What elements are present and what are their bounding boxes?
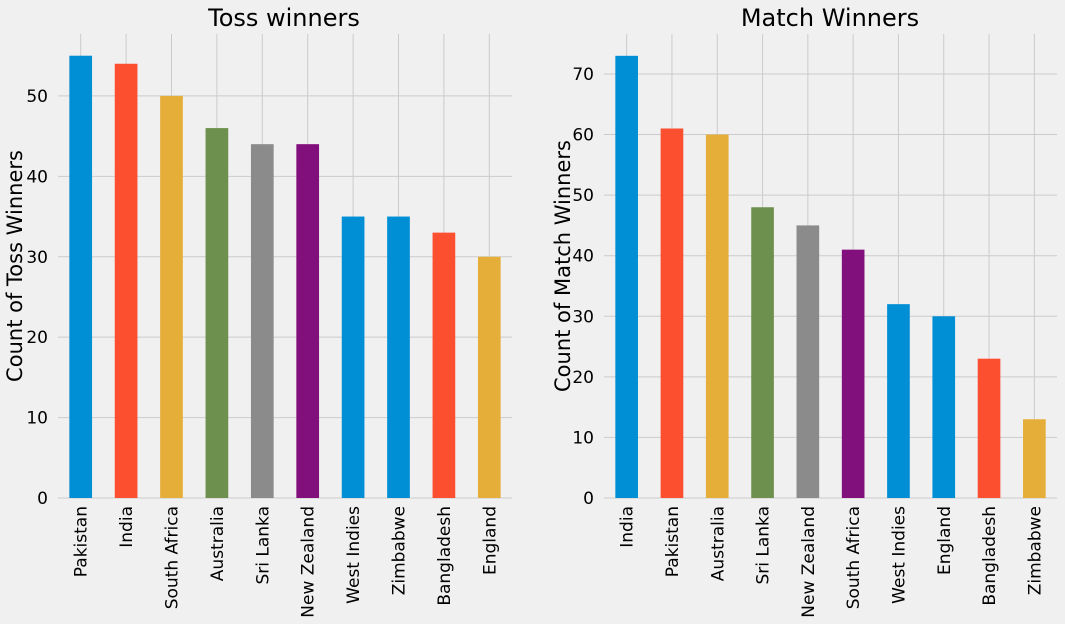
x-tick-label: India [618, 506, 638, 548]
bar-zimbabwe [387, 216, 410, 498]
plot-area: 0 10 20 30 40 50 60 70 India Pakistan Australia Sri… [572, 34, 1057, 618]
x-tick-label: South Africa [844, 506, 864, 609]
match-winners-panel: 0 10 20 30 40 50 60 70 India Pakistan Australia Sri… [551, 4, 1057, 618]
x-tick-label: Sri Lanka [754, 506, 774, 585]
x-tick-label: England [480, 506, 500, 575]
chart-title: Match Winners [741, 4, 919, 32]
y-tick-label: 50 [26, 87, 48, 107]
x-tick-label: India [117, 506, 137, 548]
y-tick-label: 20 [572, 368, 594, 388]
x-tick-label: Australia [708, 506, 728, 581]
bar-pakistan [69, 55, 93, 498]
bar-west-indies [341, 216, 365, 498]
bar-new-zealand [296, 144, 320, 498]
bar-australia [205, 128, 229, 498]
y-tick-label: 20 [26, 328, 48, 348]
y-axis-label: Count of Toss Winners [3, 150, 27, 382]
bar-west-indies [887, 304, 910, 498]
bar-australia [705, 134, 729, 498]
y-tick-label: 10 [572, 428, 594, 448]
toss-winners-panel: 0 10 20 30 40 50 Pakistan India South Africa Aust… [3, 4, 512, 618]
x-tick-label: New Zealand [299, 506, 319, 618]
y-tick-label: 70 [572, 65, 594, 85]
y-axis-label: Count of Match Winners [551, 140, 575, 392]
bar-south-africa [841, 249, 865, 498]
x-tick-label: Zimbabwe [390, 506, 410, 595]
bar-bangladesh [977, 358, 1001, 498]
y-tick-label: 40 [26, 167, 48, 187]
x-tick-label: Pakistan [72, 506, 92, 577]
x-tick-label: England [935, 506, 955, 575]
y-tick-label: 50 [572, 186, 594, 206]
y-tick-label: 10 [26, 409, 48, 429]
bar-bangladesh [432, 232, 456, 498]
x-tick-label: Bangladesh [435, 506, 455, 606]
x-tick-label: Pakistan [663, 506, 683, 577]
bar-new-zealand [796, 225, 820, 498]
bar-england [932, 316, 956, 498]
y-tick-label: 60 [572, 126, 594, 146]
x-tick-label: West Indies [344, 506, 364, 604]
plot-area: 0 10 20 30 40 50 Pakistan India South Africa Aust… [26, 34, 512, 618]
bar-sri-lanka [250, 144, 274, 498]
x-tick-label: Bangladesh [980, 506, 1000, 606]
x-tick-label: West Indies [889, 506, 909, 604]
bar-india [114, 63, 138, 498]
y-tick-label: 0 [583, 489, 594, 509]
chart-title: Toss winners [207, 4, 360, 32]
x-tick-label: New Zealand [799, 506, 819, 618]
y-tick-label: 40 [572, 247, 594, 267]
x-tick-label: South Africa [163, 506, 183, 609]
bar-south-africa [160, 95, 183, 498]
bar-zimbabwe [1023, 419, 1046, 498]
y-tick-label: 0 [37, 489, 48, 509]
bar-sri-lanka [751, 207, 774, 499]
y-tick-label: 30 [26, 248, 48, 268]
x-tick-label: Zimbabwe [1025, 506, 1045, 595]
y-tick-label: 30 [572, 307, 594, 327]
x-tick-label: Sri Lanka [253, 506, 273, 585]
bar-india [615, 55, 638, 498]
x-tick-label: Australia [208, 506, 228, 581]
bar-england [477, 256, 501, 498]
bar-pakistan [660, 128, 684, 498]
